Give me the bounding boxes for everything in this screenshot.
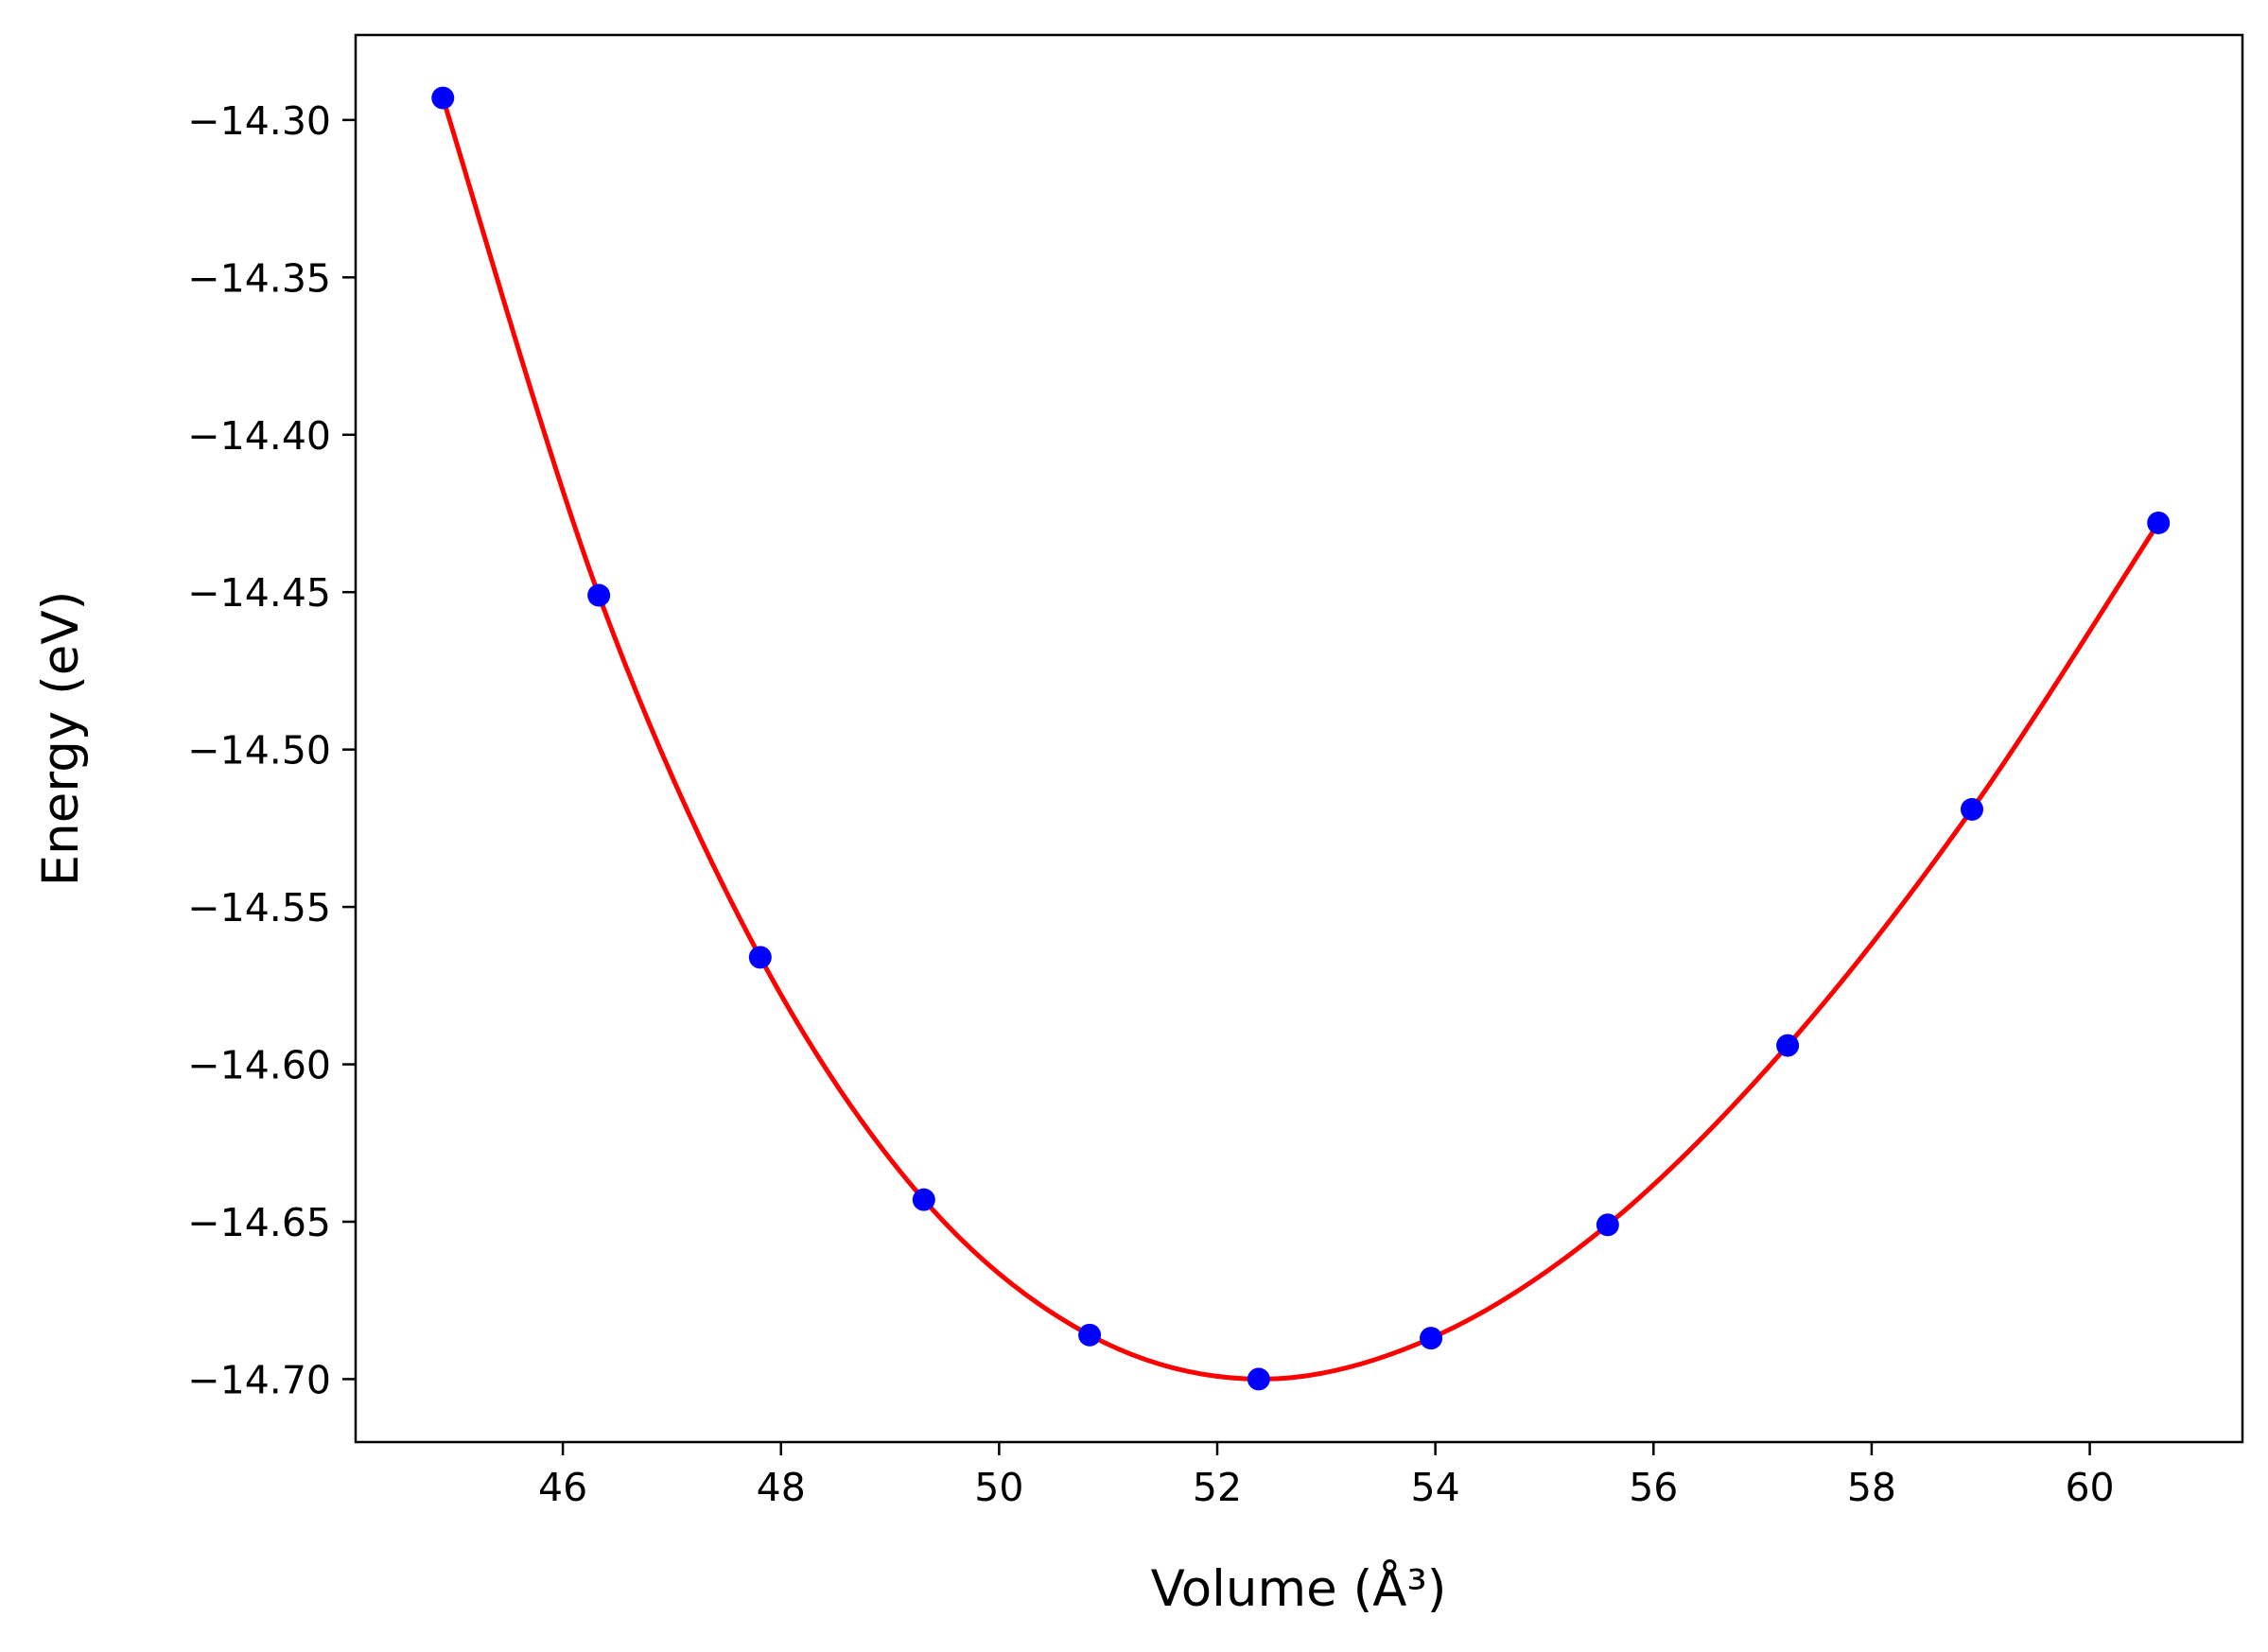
y-tick-label: −14.70: [187, 1357, 331, 1402]
data-point: [1776, 1034, 1800, 1057]
data-point: [431, 86, 455, 110]
x-tick-label: 56: [1629, 1465, 1678, 1510]
x-tick-label: 46: [538, 1465, 587, 1510]
y-tick-label: −14.60: [187, 1043, 331, 1088]
plot-frame: [354, 33, 2244, 1444]
x-tick-label: 58: [1847, 1465, 1896, 1510]
x-tick-label: 52: [1193, 1465, 1242, 1510]
y-axis-ticks: −14.30 −14.35 −14.40 −14.45 −14.50 −14.55 −14.…: [187, 98, 356, 1402]
x-axis-label: Volume (Å³): [1151, 1557, 1447, 1618]
y-tick-label: −14.45: [187, 570, 331, 616]
y-tick-label: −14.35: [187, 255, 331, 301]
y-tick-label: −14.55: [187, 885, 331, 930]
x-tick-label: 50: [974, 1465, 1023, 1510]
x-tick-label: 60: [2065, 1465, 2114, 1510]
x-tick-label: 54: [1411, 1465, 1460, 1510]
data-point: [1078, 1323, 1102, 1347]
y-tick-label: −14.40: [187, 413, 331, 459]
data-point: [2147, 511, 2171, 534]
y-axis-label: Energy (eV): [32, 591, 90, 887]
data-point: [912, 1188, 935, 1211]
data-point: [1596, 1213, 1619, 1237]
y-tick-label: −14.30: [187, 98, 331, 144]
data-point: [1420, 1327, 1443, 1350]
data-point: [1961, 797, 1984, 821]
y-tick-label: −14.65: [187, 1200, 331, 1245]
x-axis-ticks: 46 48 50 52 54 56 58 60: [538, 1442, 2115, 1510]
plot-area: [431, 86, 2171, 1391]
fit-curve: [440, 96, 2161, 1382]
y-tick-label: −14.50: [187, 728, 331, 774]
x-tick-label: 48: [757, 1465, 806, 1510]
data-point: [587, 583, 611, 607]
data-point: [748, 946, 772, 969]
data-point: [1247, 1367, 1270, 1391]
